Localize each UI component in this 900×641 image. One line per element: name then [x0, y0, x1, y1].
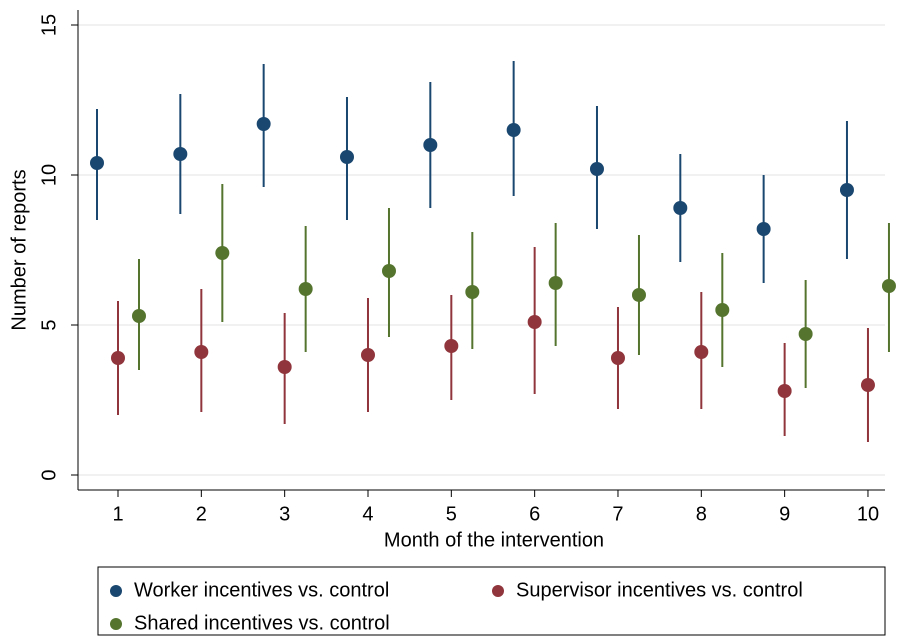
x-tick-label: 7 — [612, 503, 623, 525]
y-tick-label: 10 — [38, 164, 60, 186]
x-tick-label: 4 — [362, 503, 373, 525]
point — [694, 345, 709, 359]
point — [506, 123, 521, 137]
legend-label: Worker incentives vs. control — [134, 579, 389, 601]
point — [360, 348, 375, 362]
point — [715, 303, 730, 317]
point — [631, 288, 646, 302]
x-tick-label: 9 — [779, 503, 790, 525]
legend-box — [97, 566, 886, 636]
point — [589, 162, 604, 176]
x-tick-label: 3 — [279, 503, 290, 525]
point — [881, 279, 896, 293]
point — [256, 117, 271, 131]
point — [798, 327, 813, 341]
point — [756, 222, 771, 236]
point — [173, 147, 188, 161]
point — [860, 378, 875, 392]
x-tick-label: 5 — [446, 503, 457, 525]
point — [444, 339, 459, 353]
y-axis-label: Number of reports — [8, 169, 30, 330]
x-axis-label: Month of the intervention — [384, 529, 604, 551]
y-tick-label: 15 — [38, 14, 60, 36]
point — [111, 351, 125, 365]
point — [339, 150, 354, 164]
point — [673, 201, 688, 215]
legend-label: Supervisor incentives vs. control — [516, 579, 803, 601]
point — [423, 138, 438, 152]
point — [839, 183, 854, 197]
x-tick-label: 1 — [112, 503, 123, 525]
y-tick-label: 5 — [38, 319, 60, 330]
x-tick-label: 8 — [696, 503, 707, 525]
point — [194, 345, 209, 359]
point — [132, 309, 146, 323]
point — [777, 384, 792, 398]
legend-label: Shared incentives vs. control — [134, 612, 390, 634]
x-tick-label: 10 — [857, 503, 879, 525]
point — [527, 315, 542, 329]
point — [548, 276, 563, 290]
legend-marker — [110, 585, 122, 597]
point — [298, 282, 313, 296]
point — [277, 360, 292, 374]
x-tick-label: 6 — [529, 503, 540, 525]
point — [610, 351, 625, 365]
point — [215, 246, 230, 260]
point — [90, 156, 104, 170]
legend-marker — [492, 585, 504, 597]
point — [465, 285, 480, 299]
y-tick-label: 0 — [38, 469, 60, 480]
x-tick-label: 2 — [196, 503, 207, 525]
point — [381, 264, 396, 278]
legend-marker — [110, 618, 122, 630]
